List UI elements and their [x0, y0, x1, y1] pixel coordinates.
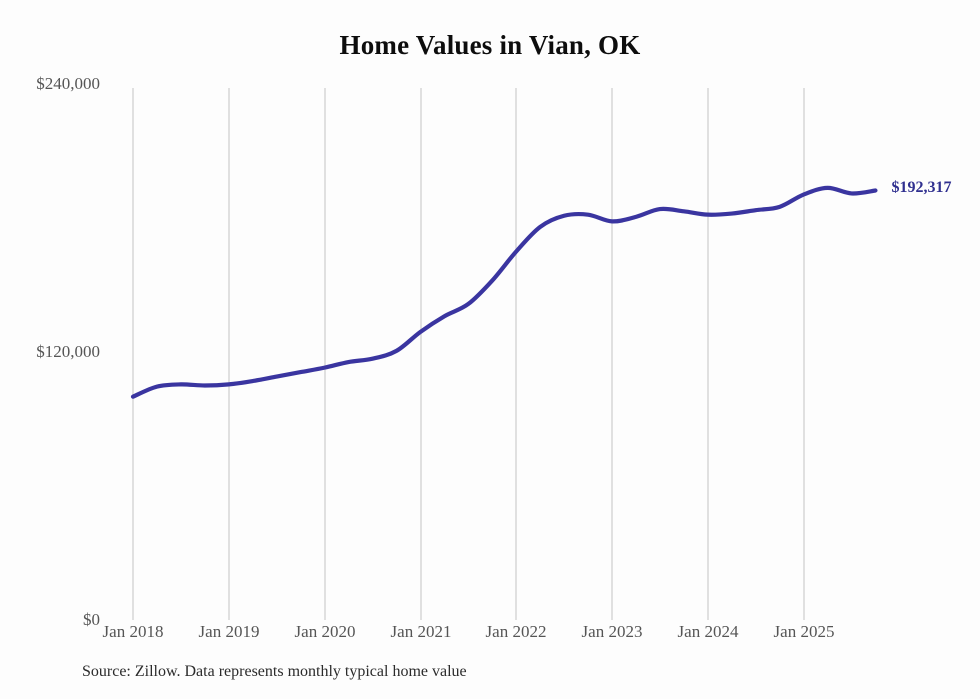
x-axis-tick-jan-2022: Jan 2022 — [485, 622, 547, 641]
y-axis-tick-240000: $240,000 — [36, 74, 100, 93]
y-axis-tick-120000: $120,000 — [36, 342, 100, 361]
y-axis-tick-0: $0 — [83, 610, 100, 629]
x-axis-tick-jan-2023: Jan 2023 — [581, 622, 643, 641]
x-axis-tick-jan-2025: Jan 2025 — [773, 622, 835, 641]
x-axis-tick-jan-2021: Jan 2021 — [390, 622, 452, 641]
page-title: Home Values in Vian, OK — [339, 30, 641, 60]
source-note: Source: Zillow. Data represents monthly … — [82, 663, 467, 680]
endpoint-value-label: $192,317 — [891, 179, 952, 197]
gridlines — [132, 88, 805, 620]
x-axis-tick-jan-2018: Jan 2018 — [102, 622, 164, 641]
x-axis-tick-jan-2019: Jan 2019 — [198, 622, 260, 641]
x-axis-tick-jan-2020: Jan 2020 — [294, 622, 356, 641]
data-line-typical-home-value — [130, 185, 878, 399]
x-axis-tick-jan-2024: Jan 2024 — [677, 622, 739, 641]
